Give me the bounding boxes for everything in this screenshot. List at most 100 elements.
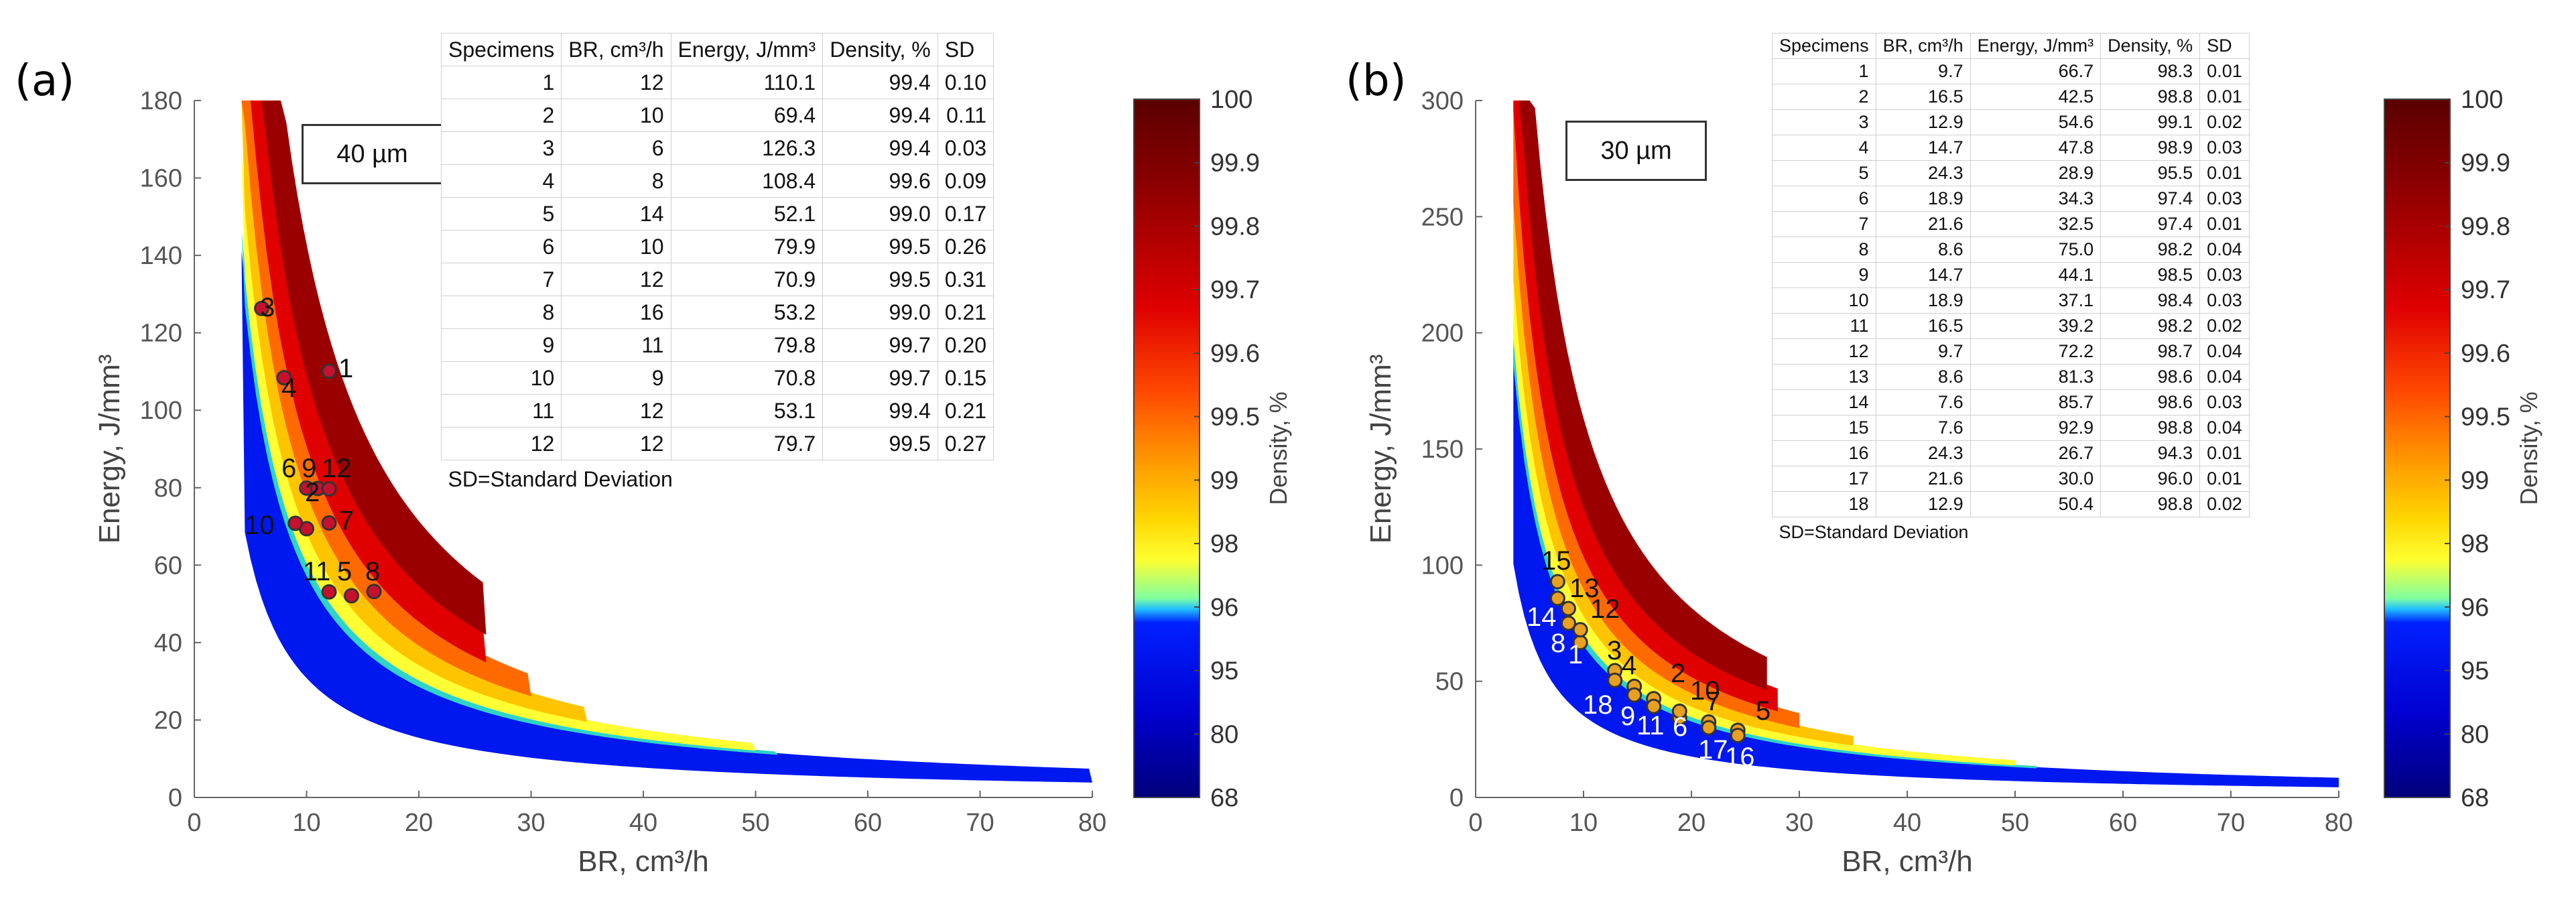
table-cell: 95.5 xyxy=(2100,160,2201,186)
table-cell: 99.0 xyxy=(822,296,938,329)
table-cell: 14 xyxy=(1772,389,1876,415)
specimen-label: 6 xyxy=(281,454,296,483)
specimen-label: 8 xyxy=(365,557,380,586)
table-cell: 98.8 xyxy=(2100,491,2201,517)
specimen-label: 16 xyxy=(1725,742,1755,772)
y-tick-label: 200 xyxy=(1421,320,1464,348)
table-cell: 9.7 xyxy=(1875,338,1971,365)
specimen-marker xyxy=(1560,600,1576,617)
table-cell: 18 xyxy=(1772,491,1876,517)
table-cell: 30.0 xyxy=(1970,466,2102,492)
table-row: 3 12.9 54.6 99.1 0.02 xyxy=(1772,109,2250,135)
table-cell: 11 xyxy=(440,394,562,428)
table-cell: 12 xyxy=(561,66,671,99)
table-row: 17 21.6 30.0 96.0 0.01 xyxy=(1772,466,2250,492)
y-tick-label: 180 xyxy=(140,87,182,115)
colorbar-tick-label: 99.7 xyxy=(1210,276,1260,304)
colorbar-tick-label: 96 xyxy=(2461,594,2489,622)
table-cell: 108.4 xyxy=(670,164,824,198)
table-cell: 126.3 xyxy=(670,131,824,165)
table-row: 16 24.3 26.7 94.3 0.01 xyxy=(1772,440,2250,466)
table-cell: 26.7 xyxy=(1970,440,2102,466)
table-cell: 0.01 xyxy=(2199,160,2250,186)
table-cell: 1 xyxy=(1772,58,1876,84)
colorbar-tick-label: 95 xyxy=(2461,657,2489,686)
table-row: 6 10 79.9 99.5 0.26 xyxy=(440,230,994,263)
specimen-label: 8 xyxy=(1551,629,1565,658)
table-row: 1 9.7 66.7 98.3 0.01 xyxy=(1772,58,2250,84)
table-cell: 0.03 xyxy=(2199,389,2250,415)
colorbar xyxy=(2384,99,2451,798)
table-cell: 2 xyxy=(1772,84,1876,110)
specimen-marker xyxy=(1560,615,1576,631)
table-cell: 0.03 xyxy=(2199,135,2250,161)
specimen-label: 11 xyxy=(303,557,331,586)
table-cell: 50.4 xyxy=(1970,491,2102,517)
table-cell: 16.5 xyxy=(1875,313,1971,339)
table-cell: 99.7 xyxy=(822,361,938,395)
specimen-table-a: Specimens BR, cm³/h Energy, J/mm³ Density, … xyxy=(440,33,994,495)
specimen-label: 4 xyxy=(281,373,296,403)
table-row: 18 12.9 50.4 98.8 0.02 xyxy=(1772,491,2250,517)
colorbar-tick-label: 98 xyxy=(2461,530,2489,558)
table-cell: 69.4 xyxy=(670,99,824,132)
x-tick-label: 80 xyxy=(1078,809,1106,837)
table-cell: 16 xyxy=(561,296,671,329)
table-note: SD=Standard Deviation xyxy=(1779,522,1969,542)
specimen-label: 6 xyxy=(1673,712,1687,742)
specimen-label: 14 xyxy=(1527,602,1557,632)
specimen-label: 9 xyxy=(302,454,316,483)
density-band xyxy=(1513,101,1767,690)
table-cell: 0.17 xyxy=(937,197,994,231)
colorbar-tick-label: 100 xyxy=(2461,86,2503,114)
table-row: 10 9 70.8 99.7 0.15 xyxy=(440,361,994,395)
table-cell: 97.4 xyxy=(2100,211,2201,237)
table-cell: 4 xyxy=(440,164,562,198)
table-row: 2 16.5 42.5 98.8 0.01 xyxy=(1772,84,2250,110)
colorbar-tick-label: 99.9 xyxy=(1210,149,1260,178)
colorbar-tick-label: 95 xyxy=(1210,657,1238,686)
table-cell: 53.1 xyxy=(670,394,824,428)
table-cell: 0.03 xyxy=(2199,262,2250,288)
specimen-label: 13 xyxy=(1569,574,1600,603)
specimen-label: 12 xyxy=(322,454,352,483)
table-row: 9 11 79.8 99.7 0.20 xyxy=(440,328,994,362)
y-tick-label: 120 xyxy=(140,320,182,348)
table-cell: 9 xyxy=(1772,262,1876,288)
x-tick-label: 70 xyxy=(2217,809,2245,837)
layer-thickness-box-a: 40 µm xyxy=(302,124,443,184)
specimen-marker xyxy=(1572,622,1588,638)
table-row: 2 10 69.4 99.4 0.11 xyxy=(440,99,994,132)
table-cell: 79.7 xyxy=(670,427,824,460)
x-tick-label: 70 xyxy=(966,809,994,837)
colorbar-tick-label: 99.9 xyxy=(2461,149,2510,178)
table-row: 7 21.6 32.5 97.4 0.01 xyxy=(1772,211,2250,237)
table-cell: 99.4 xyxy=(822,99,938,132)
specimen-marker xyxy=(344,588,359,604)
layer-thickness-b: 30 µm xyxy=(1600,137,1672,165)
table-cell: 0.21 xyxy=(937,296,994,329)
table-row: 13 8.6 81.3 98.6 0.04 xyxy=(1772,364,2250,390)
density-band xyxy=(241,101,588,722)
table-cell: 8.6 xyxy=(1875,237,1971,263)
table-cell: 3 xyxy=(440,131,562,165)
table-row: 4 14.7 47.8 98.9 0.03 xyxy=(1772,135,2250,161)
specimen-label: 3 xyxy=(1607,636,1622,665)
specimen-marker xyxy=(254,300,269,316)
table-header-row: Specimens BR, cm³/h Energy, J/mm³ Density, … xyxy=(440,33,994,66)
table-header-row: Specimens BR, cm³/h Energy, J/mm³ Density, … xyxy=(1772,33,2250,59)
table-cell: 1 xyxy=(440,66,562,99)
specimen-marker xyxy=(1549,574,1565,590)
table-cell: 9.7 xyxy=(1875,58,1971,84)
table-cell: 98.6 xyxy=(2100,389,2201,415)
x-axis-title: BR, cm³/h xyxy=(578,845,709,878)
specimen-label: 7 xyxy=(339,506,354,535)
x-axis-title: BR, cm³/h xyxy=(1842,845,1973,878)
table-cell: 39.2 xyxy=(1970,313,2102,339)
table-cell: 13 xyxy=(1772,364,1876,390)
table-cell: 98.6 xyxy=(2100,364,2201,390)
table-row: 7 12 70.9 99.5 0.31 xyxy=(440,263,994,296)
table-cell: 0.02 xyxy=(2199,491,2250,517)
panel-label: (b) xyxy=(1346,56,1407,106)
